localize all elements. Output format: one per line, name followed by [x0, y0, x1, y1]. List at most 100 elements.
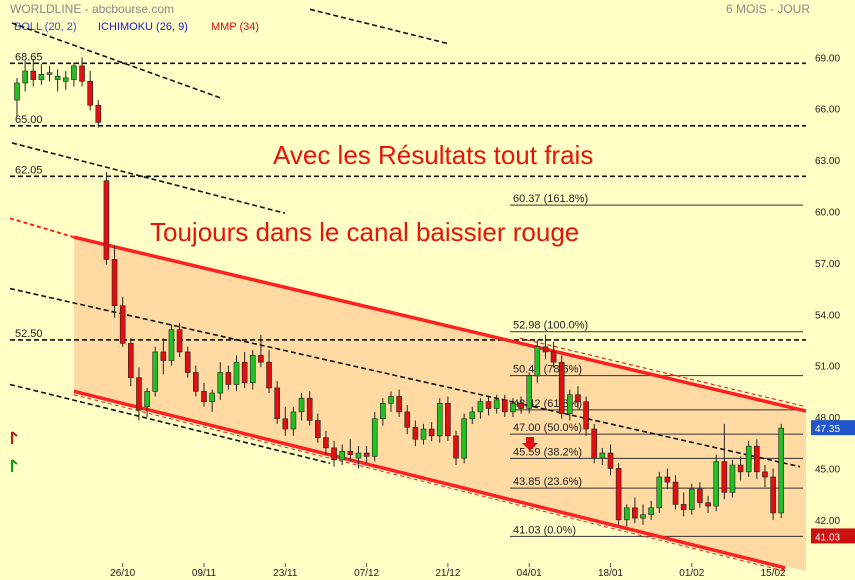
candle-body — [184, 351, 191, 373]
candle — [160, 338, 167, 375]
x-tick-label: 23/11 — [273, 568, 298, 579]
candle — [241, 351, 248, 388]
candle-body — [355, 452, 362, 459]
candle — [705, 495, 711, 513]
trendline-dashed — [11, 22, 223, 100]
candle — [632, 497, 638, 524]
channel-lower-line — [73, 389, 786, 570]
annotation-channel: Toujours dans le canal baissier rouge — [150, 217, 580, 247]
candle-body — [469, 411, 476, 420]
x-tick-label: 26/10 — [110, 568, 135, 579]
candle-body — [518, 403, 524, 409]
candle-body — [412, 427, 419, 440]
candle — [550, 341, 557, 368]
candle-body — [201, 391, 207, 402]
candle — [14, 77, 20, 118]
candle-body — [217, 372, 224, 394]
candle — [347, 439, 354, 462]
y-tick-label: 63.00 — [815, 156, 840, 167]
y-tick-label: 42.00 — [815, 516, 840, 527]
candle — [493, 394, 500, 414]
candle — [128, 338, 134, 387]
candle — [22, 60, 28, 92]
x-tick-label: 09/11 — [192, 568, 217, 579]
trendline-dashed — [9, 287, 801, 468]
candle — [201, 382, 207, 407]
y-tick-label: 69.00 — [815, 53, 840, 64]
candle — [249, 350, 256, 390]
candle-body — [599, 452, 606, 459]
level-label: 68.65 — [15, 51, 43, 63]
fib-label: 47.00 (50.0%) — [513, 422, 582, 434]
candle — [770, 468, 776, 520]
fib-label: 41.03 (0.0%) — [513, 524, 576, 536]
candle — [534, 339, 541, 383]
candle-body — [705, 502, 711, 507]
candle-body — [396, 396, 402, 413]
candle — [152, 346, 159, 397]
candle-body — [615, 468, 622, 521]
candle — [95, 100, 102, 128]
candle-body — [30, 70, 37, 80]
candle-body — [128, 343, 134, 378]
candle-body — [591, 428, 598, 459]
candle-body — [436, 403, 443, 437]
indicator-mmp[interactable]: MMP (34) — [211, 21, 260, 33]
candle — [591, 423, 598, 464]
candle-body — [461, 418, 467, 459]
candle-body — [754, 445, 760, 473]
level-label: 62.05 — [15, 164, 43, 176]
candle-body — [290, 411, 297, 430]
candle — [745, 441, 752, 477]
candle-body — [258, 355, 264, 363]
x-tick-label: 04/01 — [517, 568, 542, 579]
candle-body — [79, 65, 85, 82]
level-label: 52.50 — [15, 328, 43, 340]
candle-body — [550, 351, 557, 363]
candle — [71, 62, 77, 87]
candle — [721, 423, 728, 500]
indicator-ichimoku[interactable]: ICHIMOKU (26, 9) — [98, 21, 188, 33]
candle-body — [46, 72, 53, 75]
candle — [412, 420, 419, 447]
candle — [339, 444, 346, 465]
trendline-dashed — [9, 383, 331, 465]
candle — [233, 355, 240, 392]
x-tick-label: 15/02 — [761, 568, 786, 579]
candle — [526, 372, 532, 414]
candle-body — [575, 394, 581, 402]
candle — [567, 389, 573, 421]
candle-body — [388, 396, 394, 404]
fib-label: 52.98 (100.0%) — [513, 320, 588, 332]
fib-label: 43.85 (23.6%) — [513, 476, 582, 488]
candle-body — [534, 346, 541, 377]
candle — [87, 71, 93, 111]
candle-body — [493, 399, 500, 409]
trendline-dashed — [11, 142, 286, 214]
candle — [461, 413, 467, 464]
candle — [599, 447, 606, 465]
candle — [754, 439, 760, 479]
candle-body — [233, 361, 240, 385]
y-tick-label: 45.00 — [815, 464, 840, 475]
candle-body — [62, 77, 69, 82]
candle-body — [632, 507, 638, 519]
candle — [664, 468, 671, 489]
candle-body — [485, 401, 492, 409]
candle — [445, 396, 451, 442]
candle-body — [249, 355, 256, 384]
last-price-badge-bg — [811, 420, 855, 436]
candle-body — [103, 180, 110, 260]
candle-body — [477, 401, 484, 413]
candle-body — [729, 464, 736, 493]
candle — [713, 454, 719, 512]
candle-body — [680, 504, 687, 510]
candle-body — [501, 399, 508, 413]
channel-upper-dashed — [519, 337, 807, 408]
candle-body — [282, 418, 289, 430]
candle-body — [583, 401, 589, 430]
candle-body — [241, 361, 248, 384]
chart-period: 6 MOIS - JOUR — [725, 2, 810, 16]
candle-body — [136, 377, 142, 411]
